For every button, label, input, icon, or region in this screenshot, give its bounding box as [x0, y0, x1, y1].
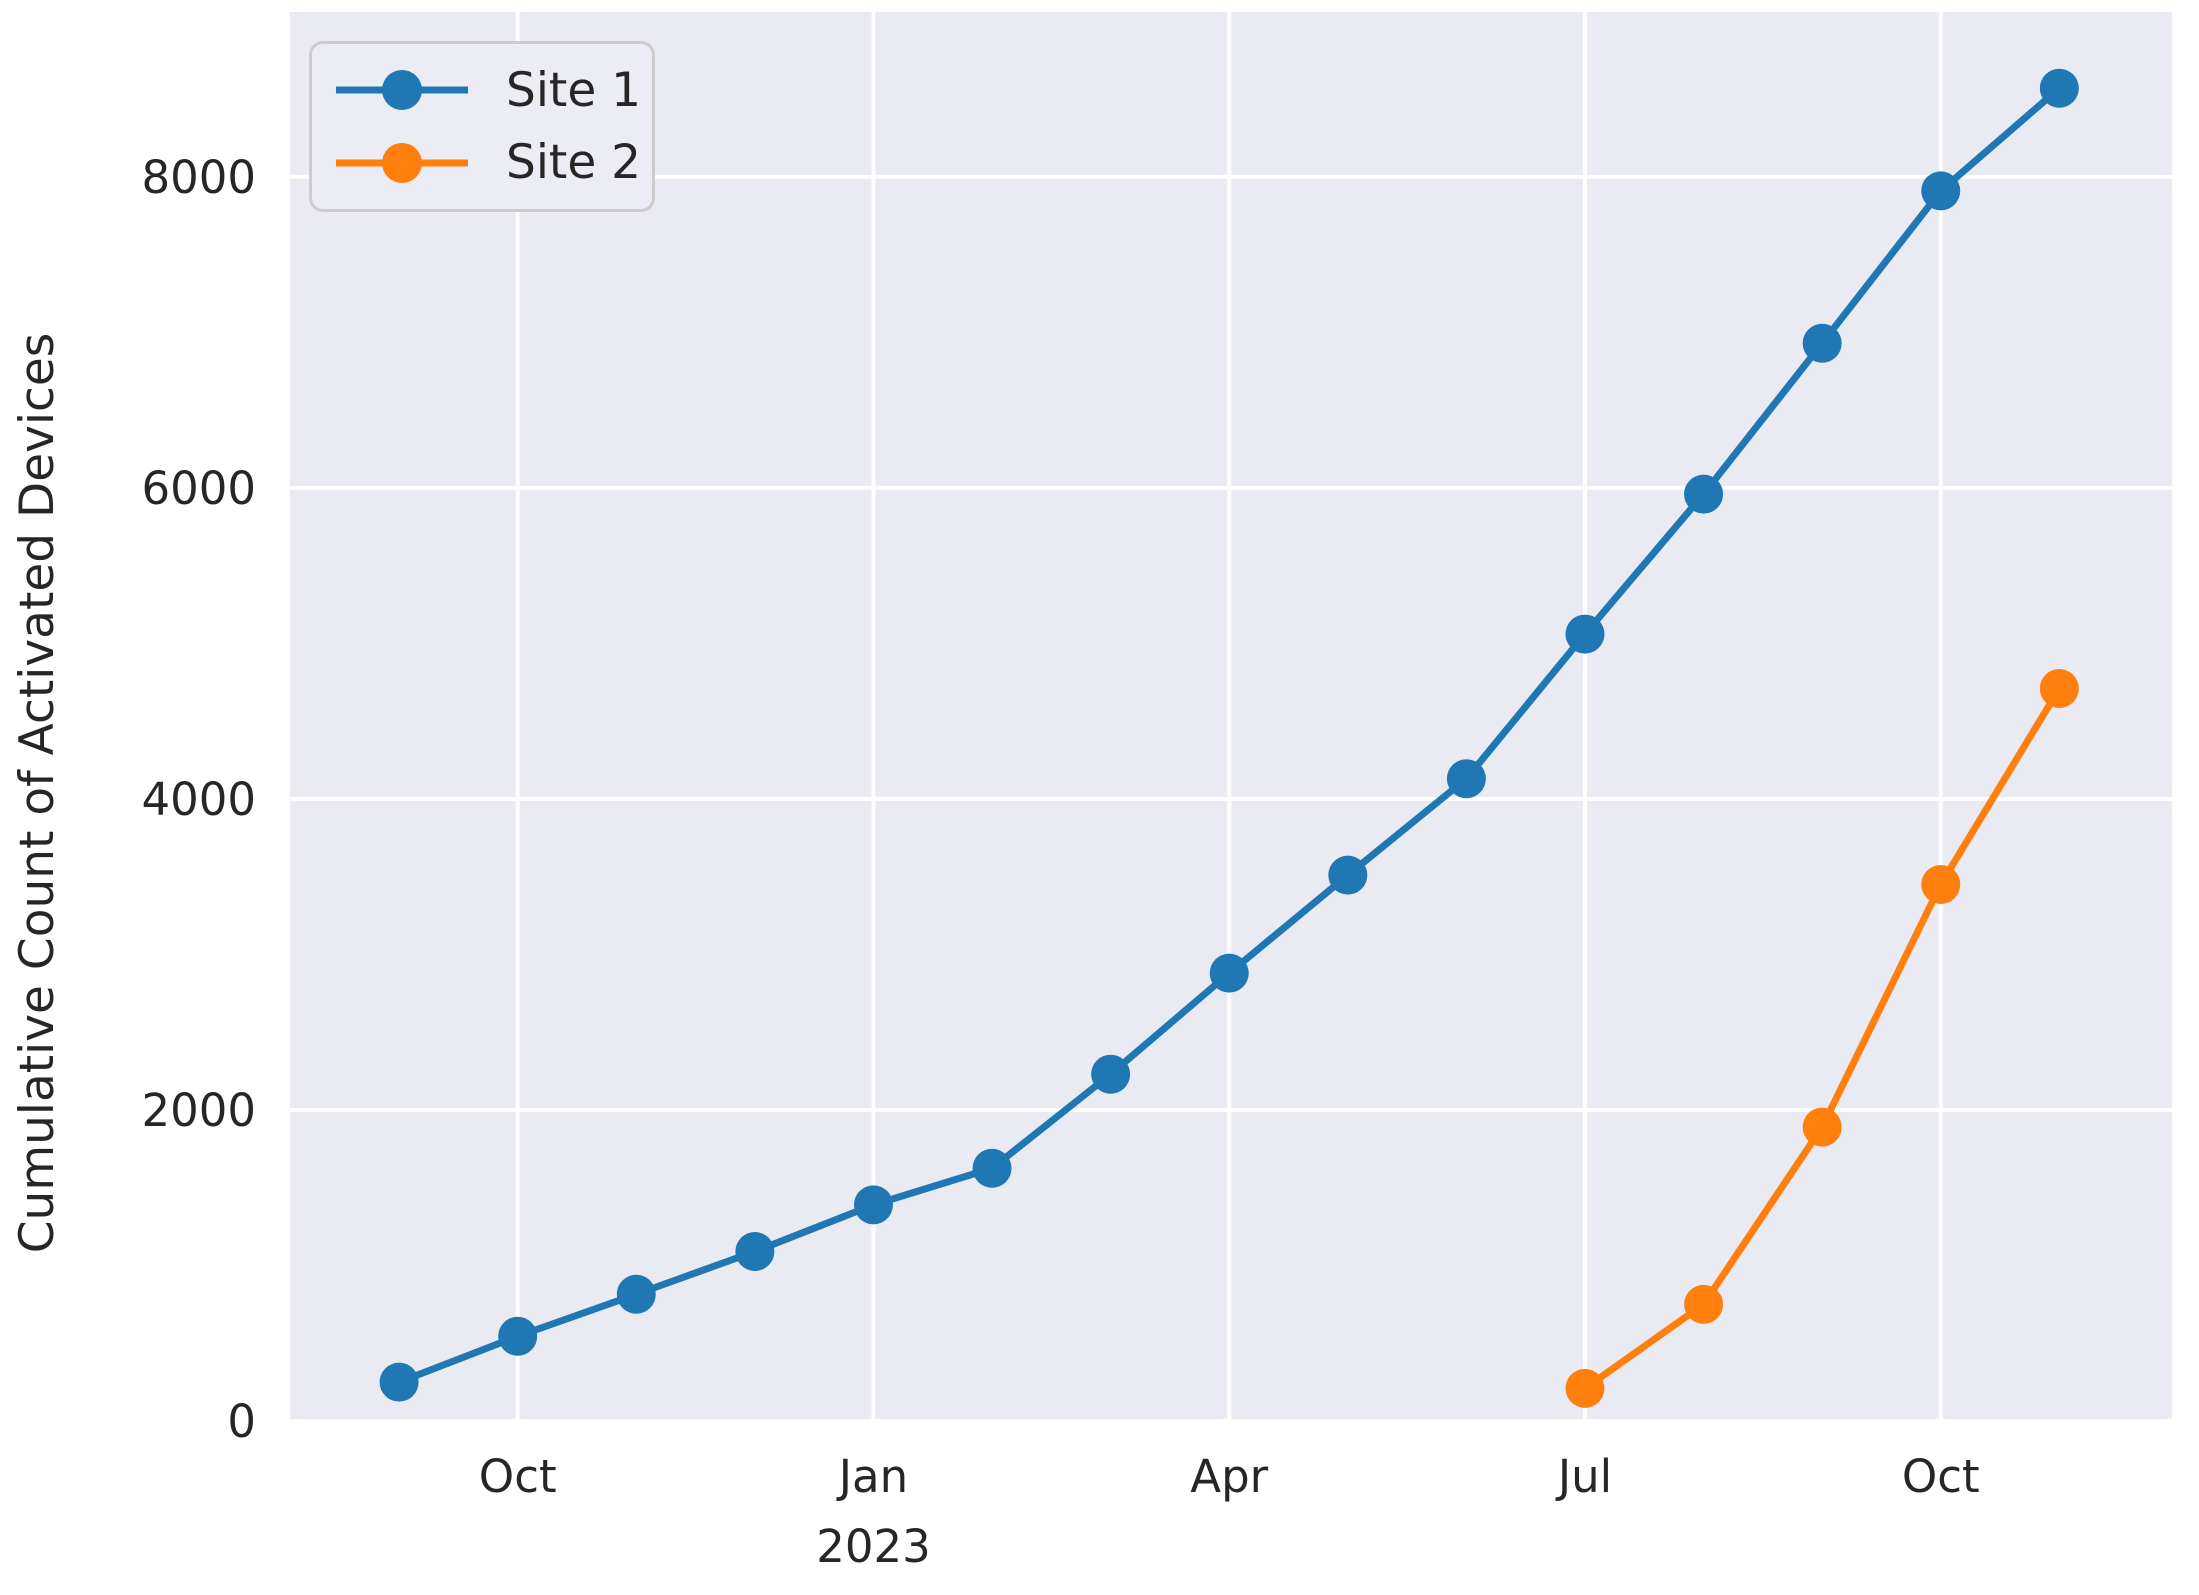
x-tick-label: Oct: [479, 1450, 557, 1503]
data-point-site1: [498, 1316, 538, 1356]
y-axis-label: Cumulative Count of Activated Devices: [10, 332, 65, 1254]
data-point-site1: [1091, 1054, 1131, 1094]
y-tick-label: 0: [227, 1395, 256, 1448]
data-point-site1: [616, 1274, 656, 1314]
y-tick-label: 6000: [141, 462, 256, 515]
data-point-site1: [379, 1362, 419, 1402]
site2-line-marker-icon: [336, 142, 468, 183]
data-point-site1: [1684, 474, 1724, 514]
legend: Site 1 Site 2: [309, 41, 655, 212]
data-point-site1: [1802, 323, 1842, 363]
data-point-site1: [2039, 68, 2079, 108]
data-point-site1: [1446, 759, 1486, 799]
x-tick-label: Apr: [1190, 1450, 1268, 1503]
data-point-site1: [972, 1148, 1012, 1188]
x-tick-label: Jan: [836, 1450, 908, 1503]
x-tick-label: Oct: [1902, 1450, 1980, 1503]
y-tick-label: 2000: [141, 1084, 256, 1137]
data-point-site2: [1684, 1284, 1724, 1324]
data-point-site2: [1802, 1107, 1842, 1147]
site1-line-marker-icon: [336, 70, 468, 111]
y-tick-label: 8000: [141, 151, 256, 204]
legend-label-site1: Site 1: [506, 62, 642, 118]
legend-entry-site2: Site 2: [334, 135, 642, 190]
data-point-site1: [735, 1231, 775, 1271]
data-point-site1: [1921, 171, 1961, 211]
data-point-site1: [1565, 614, 1605, 654]
data-point-site2: [1565, 1368, 1605, 1408]
data-point-site2: [2039, 669, 2079, 709]
data-point-site1: [1209, 953, 1249, 993]
y-tick-label: 4000: [141, 773, 256, 826]
data-point-site1: [1328, 855, 1368, 895]
x-tick-year-label: 2023: [816, 1520, 931, 1573]
data-point-site1: [853, 1185, 893, 1225]
legend-entry-site1: Site 1: [334, 63, 642, 118]
x-tick-label: Jul: [1555, 1450, 1612, 1503]
data-point-site2: [1921, 864, 1961, 904]
legend-label-site2: Site 2: [506, 135, 642, 191]
